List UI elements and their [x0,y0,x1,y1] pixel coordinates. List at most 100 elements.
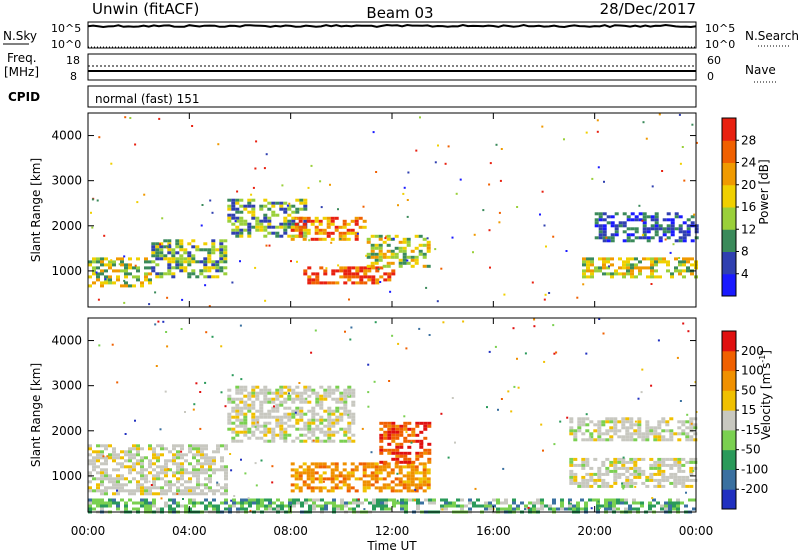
range-time-cell [124,459,128,463]
range-time-cell [172,459,176,463]
range-time-cell [159,251,164,255]
range-time-cell [634,275,638,279]
range-time-cell [220,486,224,490]
range-time-cell [104,501,108,505]
range-time-cell [398,240,403,244]
range-time-cell [315,281,320,285]
range-time-cell [563,138,565,141]
range-time-cell [215,263,220,267]
range-time-cell [195,382,198,385]
range-time-cell [268,501,272,505]
range-time-cell [354,237,359,241]
range-time-cell [334,462,339,466]
range-time-cell [398,468,403,472]
range-time-cell [402,252,407,256]
range-time-cell [100,257,104,261]
range-time-cell [283,400,288,404]
range-time-cell [199,427,202,430]
range-time-cell [653,435,658,439]
range-time-cell [593,478,598,482]
range-time-cell [326,225,331,229]
range-time-cell [641,481,646,485]
range-time-cell [566,416,569,419]
range-time-cell [187,260,192,264]
range-time-cell [410,483,415,487]
range-time-cell [629,423,634,427]
range-time-cell [128,468,132,472]
range-time-cell [144,480,148,484]
range-time-cell [288,504,292,508]
range-time-cell [303,201,308,205]
range-time-cell [311,281,316,285]
range-time-cell [633,475,638,479]
range-time-cell [488,504,492,508]
range-time-cell [532,504,536,508]
range-time-cell [283,397,288,401]
range-time-cell [310,237,315,241]
range-time-cell [159,254,164,258]
range-time-cell [624,498,628,502]
range-time-cell [320,498,324,502]
range-time-cell [235,198,240,202]
range-time-cell [323,424,328,428]
range-time-cell [96,444,100,448]
range-time-cell [654,233,659,237]
range-time-cell [394,255,399,259]
range-time-cell [104,471,108,475]
range-time-cell [657,432,662,436]
range-time-cell [657,466,662,470]
range-time-cell [259,430,264,434]
range-time-cell [681,463,686,467]
range-time-cell [152,504,156,508]
range-time-cell [314,228,319,232]
range-time-cell [291,400,296,404]
range-time-cell [399,442,404,446]
range-time-cell [422,462,427,466]
range-time-cell [682,236,687,240]
range-time-cell [352,498,356,502]
range-time-cell [649,478,654,482]
range-time-cell [220,456,224,460]
colorbar-segment [722,207,736,230]
range-time-cell [215,260,220,264]
range-time-cell [334,483,339,487]
range-time-cell [533,318,536,321]
range-time-cell [600,504,604,508]
range-time-cell [512,327,515,330]
range-time-cell [380,507,384,511]
range-time-cell [152,474,156,478]
range-time-cell [144,456,148,460]
range-time-cell [187,257,192,261]
range-time-cell [622,266,626,270]
range-time-cell [419,421,424,425]
range-time-cell [468,507,472,511]
range-time-cell [638,260,642,264]
range-time-cell [224,405,227,408]
range-time-cell [650,283,653,285]
range-time-cell [267,231,272,235]
range-time-cell [144,501,148,505]
range-time-cell [192,498,196,502]
range-time-cell [100,260,104,264]
range-time-cell [626,236,631,240]
range-time-cell [143,193,146,196]
range-time-cell [311,278,316,282]
range-time-cell [351,388,356,392]
range-time-cell [323,439,328,443]
range-time-cell [391,272,396,276]
range-time-cell [199,260,204,264]
range-time-cell [151,248,156,252]
range-time-cell [196,447,200,451]
range-time-cell [164,474,168,478]
range-time-cell [273,405,275,408]
range-time-cell [577,423,582,427]
power-colorbar-label: Power [dB] [757,159,771,224]
range-time-cell [625,478,630,482]
range-time-cell [318,219,323,223]
range-time-cell [343,397,348,401]
range-time-cell [488,229,491,232]
range-time-cell [598,224,603,228]
range-time-cell [144,275,148,279]
range-time-cell [689,417,694,421]
range-time-cell [582,263,586,267]
